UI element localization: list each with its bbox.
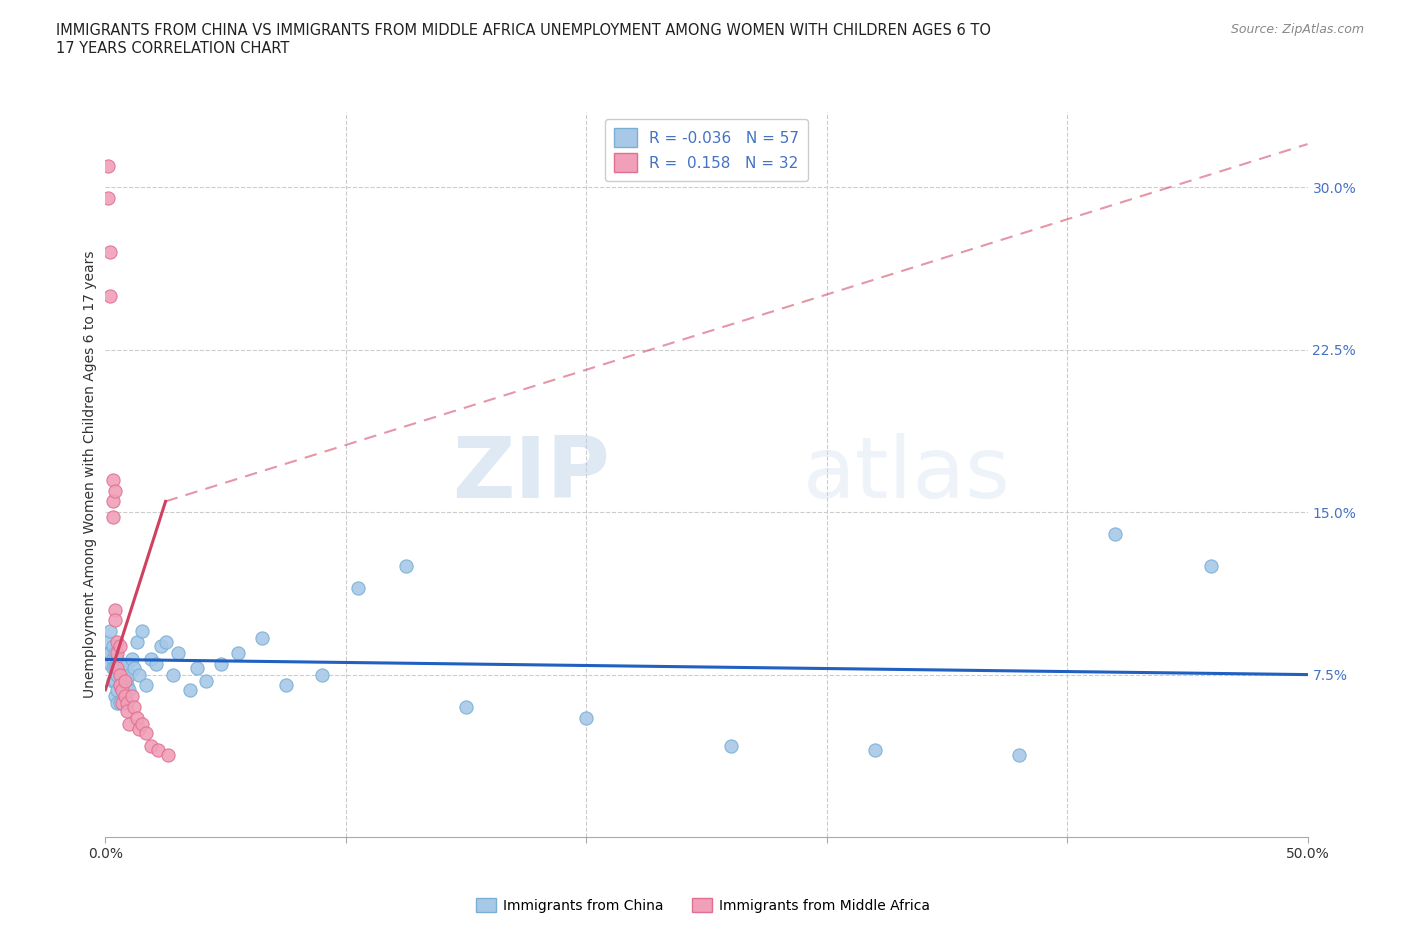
Point xyxy=(139,738,162,753)
Point xyxy=(149,639,172,654)
Point xyxy=(162,667,184,682)
Point xyxy=(104,483,127,498)
Point xyxy=(111,696,134,711)
Point xyxy=(128,722,150,737)
Point xyxy=(98,657,121,671)
Point xyxy=(125,634,148,649)
Point xyxy=(179,683,201,698)
Point xyxy=(209,657,232,671)
Point xyxy=(98,624,121,639)
Point xyxy=(97,645,120,660)
Point xyxy=(1201,559,1223,574)
Point xyxy=(97,158,120,173)
Point xyxy=(115,678,138,693)
Point xyxy=(114,689,136,704)
Point xyxy=(347,580,370,595)
Point xyxy=(114,673,136,688)
Legend: R = -0.036   N = 57, R =  0.158   N = 32: R = -0.036 N = 57, R = 0.158 N = 32 xyxy=(605,119,808,181)
Text: Source: ZipAtlas.com: Source: ZipAtlas.com xyxy=(1230,23,1364,36)
Point xyxy=(108,678,131,693)
Point xyxy=(104,673,127,688)
Point xyxy=(121,689,143,704)
Point xyxy=(97,191,120,206)
Y-axis label: Unemployment Among Women with Children Ages 6 to 17 years: Unemployment Among Women with Children A… xyxy=(83,250,97,698)
Point xyxy=(114,673,136,688)
Point xyxy=(97,634,120,649)
Point xyxy=(111,667,134,682)
Point xyxy=(101,472,124,487)
Point xyxy=(128,667,150,682)
Point xyxy=(135,725,157,740)
Point xyxy=(101,673,124,688)
Point xyxy=(104,660,127,675)
Point xyxy=(195,673,218,688)
Point xyxy=(575,711,598,725)
Point xyxy=(139,652,162,667)
Point xyxy=(104,613,127,628)
Point xyxy=(108,678,131,693)
Point xyxy=(107,634,129,649)
Point xyxy=(124,699,146,714)
Point xyxy=(115,657,138,671)
Point xyxy=(118,667,141,682)
Point xyxy=(156,748,179,763)
Point xyxy=(186,660,208,675)
Point xyxy=(226,645,249,660)
Point xyxy=(863,743,886,758)
Point xyxy=(311,667,333,682)
Point xyxy=(115,704,138,719)
Point xyxy=(166,645,188,660)
Point xyxy=(720,738,742,753)
Text: ZIP: ZIP xyxy=(453,432,610,516)
Point xyxy=(250,631,273,645)
Point xyxy=(108,667,131,682)
Text: atlas: atlas xyxy=(803,432,1011,516)
Point xyxy=(107,660,129,675)
Point xyxy=(108,657,131,671)
Point xyxy=(98,288,121,303)
Point xyxy=(101,494,124,509)
Point xyxy=(125,711,148,725)
Point xyxy=(454,699,477,714)
Point xyxy=(98,245,121,259)
Point xyxy=(107,696,129,711)
Point xyxy=(104,645,127,660)
Point xyxy=(155,634,177,649)
Point xyxy=(107,683,129,698)
Point xyxy=(101,509,124,524)
Point xyxy=(121,652,143,667)
Point xyxy=(124,660,146,675)
Point xyxy=(118,717,141,732)
Point xyxy=(108,639,131,654)
Point xyxy=(107,667,129,682)
Point xyxy=(101,660,124,675)
Legend: Immigrants from China, Immigrants from Middle Africa: Immigrants from China, Immigrants from M… xyxy=(470,893,936,919)
Point xyxy=(148,743,170,758)
Point xyxy=(101,639,124,654)
Point xyxy=(395,559,418,574)
Point xyxy=(101,652,124,667)
Point xyxy=(145,657,167,671)
Point xyxy=(114,689,136,704)
Point xyxy=(274,678,297,693)
Point xyxy=(104,603,127,618)
Point xyxy=(108,696,131,711)
Point xyxy=(131,717,153,732)
Point xyxy=(107,645,129,660)
Point xyxy=(111,683,134,698)
Point xyxy=(131,624,153,639)
Point xyxy=(135,678,157,693)
Point xyxy=(111,683,134,698)
Point xyxy=(107,652,129,667)
Point xyxy=(118,683,141,698)
Text: IMMIGRANTS FROM CHINA VS IMMIGRANTS FROM MIDDLE AFRICA UNEMPLOYMENT AMONG WOMEN : IMMIGRANTS FROM CHINA VS IMMIGRANTS FROM… xyxy=(56,23,991,56)
Point xyxy=(1104,526,1126,541)
Point xyxy=(1008,748,1031,763)
Point xyxy=(115,696,138,711)
Point xyxy=(98,645,121,660)
Point xyxy=(104,689,127,704)
